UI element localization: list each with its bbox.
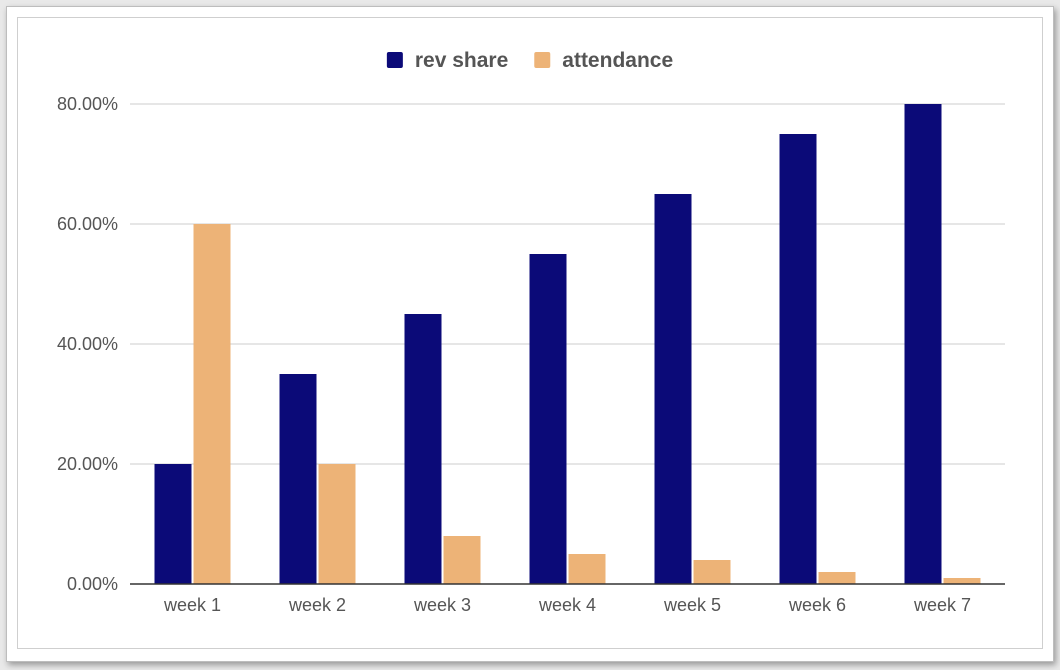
x-tick-label: week 6	[788, 595, 846, 615]
legend: rev share attendance	[386, 49, 673, 72]
legend-label: rev share	[415, 49, 508, 72]
bar-attendance-week-5	[693, 560, 731, 584]
bar-rev-share-week-4	[529, 254, 567, 584]
x-tick-label: week 1	[163, 595, 221, 615]
bar-rev-share-week-2	[279, 374, 317, 584]
x-tick-label: week 4	[538, 595, 596, 615]
y-tick-label: 80.00%	[57, 94, 118, 114]
gridlines	[130, 103, 1005, 465]
bar-rev-share-week-3	[404, 314, 442, 584]
bar-rev-share-week-7	[904, 104, 942, 584]
x-axis-ticks: week 1 week 2 week 3 week 4 week 5 week 6 week…	[163, 595, 971, 615]
y-tick-label: 0.00%	[67, 574, 118, 594]
bar-attendance-week-4	[568, 554, 606, 584]
x-tick-label: week 3	[413, 595, 471, 615]
bar-attendance-week-2	[318, 464, 356, 584]
legend-swatch	[534, 52, 551, 68]
legend-label: attendance	[562, 49, 673, 72]
legend-item: attendance	[534, 49, 673, 72]
bar-attendance-week-3	[443, 536, 481, 584]
x-tick-label: week 5	[663, 595, 721, 615]
bar-rev-share-week-5	[654, 194, 692, 584]
y-tick-label: 20.00%	[57, 454, 118, 474]
x-tick-label: week 7	[913, 595, 971, 615]
bar-rev-share-week-6	[779, 134, 817, 584]
bars	[154, 104, 981, 584]
y-tick-label: 60.00%	[57, 214, 118, 234]
y-tick-label: 40.00%	[57, 334, 118, 354]
bar-rev-share-week-1	[154, 464, 192, 584]
x-tick-label: week 2	[288, 595, 346, 615]
legend-item: rev share	[386, 49, 508, 72]
bar-attendance-week-7	[943, 578, 981, 584]
bar-attendance-week-1	[193, 224, 231, 584]
bar-attendance-week-6	[818, 572, 856, 584]
y-axis-ticks: 0.00% 20.00% 40.00% 60.00% 80.00%	[57, 94, 118, 594]
legend-swatch	[386, 52, 403, 68]
